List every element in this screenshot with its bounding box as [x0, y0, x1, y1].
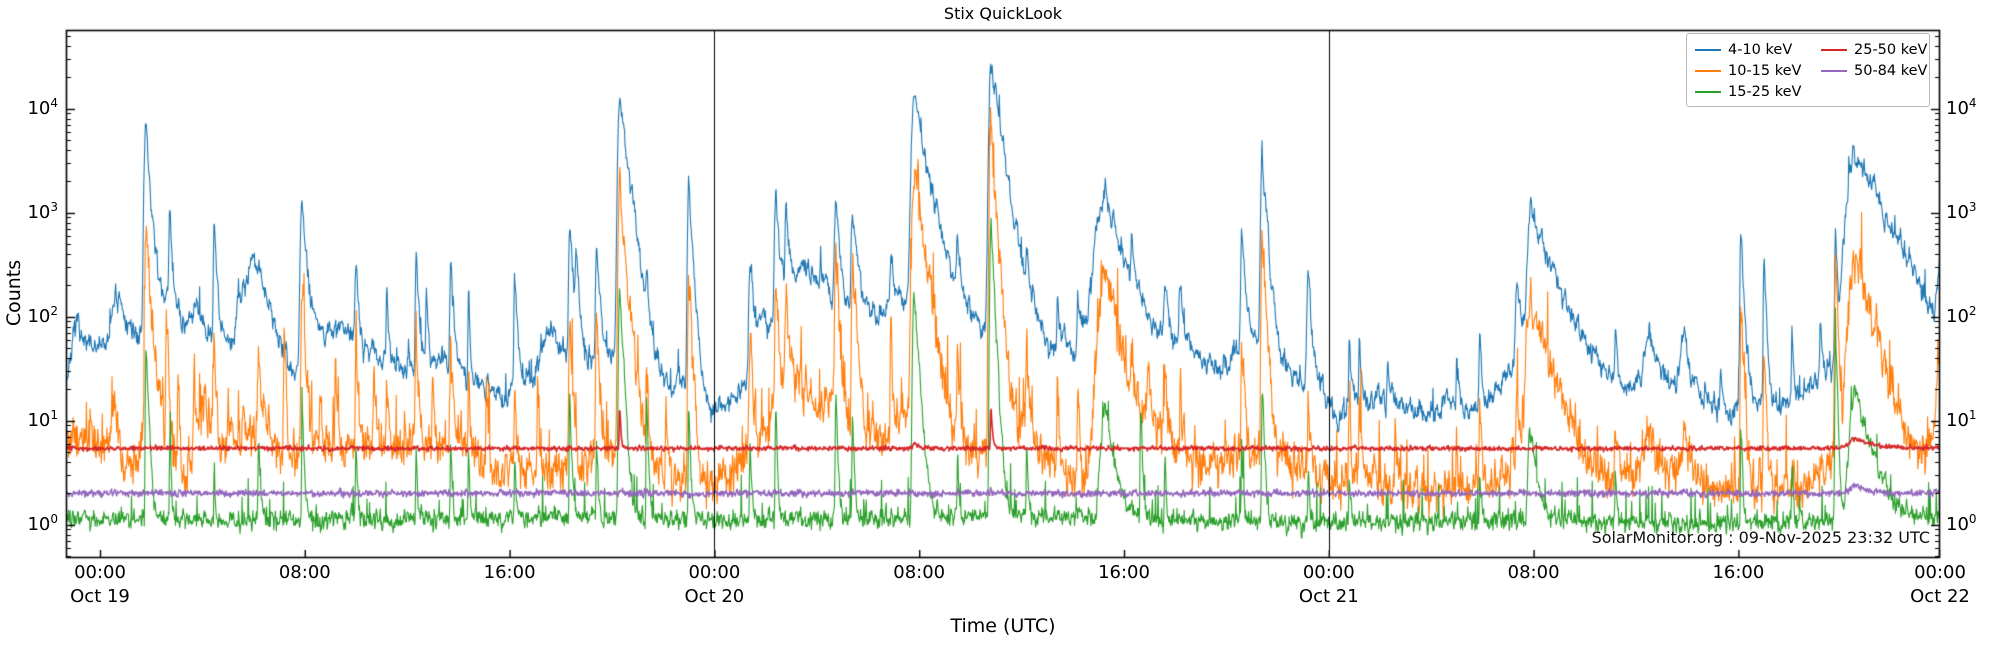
y-axis-label: Counts [3, 259, 25, 327]
y-tick-label-left: 100 [27, 511, 58, 535]
x-tick-label: 16:00 [1712, 562, 1765, 583]
y-tick-label-left: 102 [27, 303, 58, 327]
legend-entry: 50-84 keV [1821, 60, 1929, 81]
x-tick-label: 00:00 [688, 562, 741, 583]
chart-title: Stix QuickLook [943, 4, 1063, 23]
legend-line-swatch [1821, 48, 1847, 51]
legend-label: 50-84 keV [1854, 62, 1928, 79]
x-axis-label: Time (UTC) [950, 615, 1056, 637]
legend-entry: 15-25 keV [1695, 81, 1821, 102]
x-date-label: Oct 20 [684, 586, 745, 607]
x-date-label: Oct 22 [1910, 586, 1970, 607]
legend-entry: 4-10 keV [1695, 39, 1821, 60]
x-tick-label: 16:00 [483, 562, 536, 583]
y-tick-label-right: 104 [1946, 95, 1977, 119]
legend-line-swatch [1821, 69, 1847, 72]
legend-entry: 10-15 keV [1695, 60, 1821, 81]
x-tick-label: 00:00 [1914, 562, 1966, 583]
legend-line-swatch [1695, 48, 1721, 51]
y-tick-label-right: 103 [1946, 199, 1977, 223]
x-tick-label: 16:00 [1098, 562, 1150, 583]
y-tick-label-left: 103 [27, 199, 58, 223]
y-tick-label-right: 101 [1946, 407, 1977, 431]
x-tick-label: 08:00 [1507, 562, 1560, 583]
legend: 4-10 keV 10-15 keV 15-25 keV 25-50 keV 50-84… [1686, 33, 1930, 107]
x-tick-label: 00:00 [74, 562, 126, 583]
legend-line-swatch [1695, 90, 1721, 93]
y-tick-label-left: 104 [27, 95, 58, 119]
y-tick-label-right: 102 [1946, 303, 1977, 327]
legend-label: 25-50 keV [1854, 41, 1928, 58]
legend-entry: 25-50 keV [1821, 39, 1929, 60]
x-date-label: Oct 21 [1298, 586, 1359, 607]
x-date-label: Oct 19 [70, 586, 130, 607]
legend-label: 15-25 keV [1728, 83, 1802, 100]
y-tick-label-left: 101 [27, 407, 58, 431]
legend-label: 4-10 keV [1728, 41, 1793, 58]
legend-line-swatch [1695, 69, 1721, 72]
watermark: SolarMonitor.org : 09-Nov-2025 23:32 UTC [1591, 528, 1930, 547]
x-tick-label: 08:00 [893, 562, 946, 583]
legend-label: 10-15 keV [1728, 62, 1802, 79]
y-tick-label-right: 100 [1946, 511, 1977, 535]
x-tick-label: 08:00 [278, 562, 331, 583]
x-tick-label: 00:00 [1302, 562, 1355, 583]
